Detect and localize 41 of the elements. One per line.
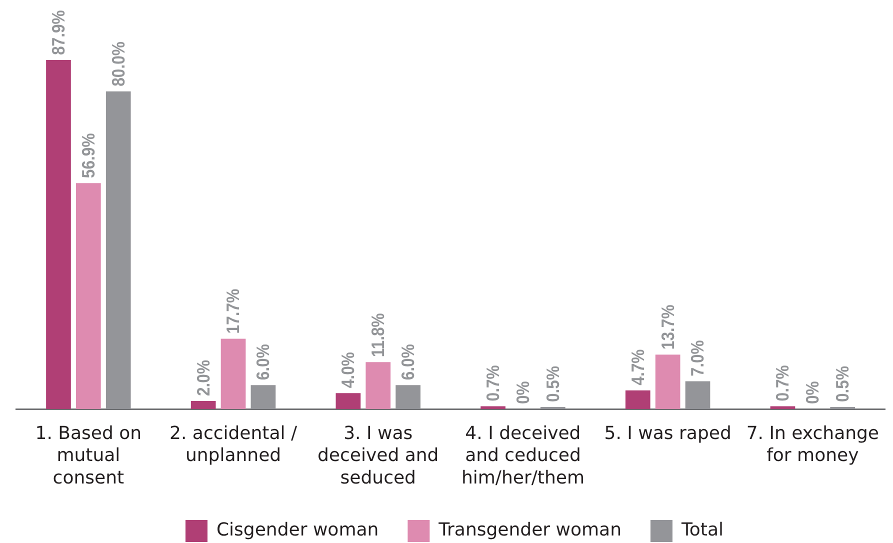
data-label: 0% bbox=[513, 381, 534, 404]
legend-label: Cisgender woman bbox=[216, 520, 379, 541]
bar bbox=[220, 338, 246, 409]
data-label: 13.7% bbox=[658, 304, 678, 350]
legend-label: Total bbox=[680, 520, 724, 541]
bar bbox=[655, 354, 680, 409]
data-label: 4.0% bbox=[338, 352, 358, 388]
bar bbox=[480, 406, 506, 409]
data-label: 87.9% bbox=[48, 10, 69, 55]
data-label: 0.5% bbox=[832, 366, 853, 402]
bar bbox=[250, 385, 276, 409]
data-label: 0.5% bbox=[542, 366, 564, 402]
bar bbox=[770, 406, 796, 409]
x-tick-label: 1. Based on mutual consent bbox=[35, 422, 142, 488]
data-label: 0.7% bbox=[483, 365, 504, 402]
x-tick-label: 7. In exchange for money bbox=[746, 422, 879, 466]
bar bbox=[190, 401, 216, 409]
data-label: 0% bbox=[802, 381, 823, 404]
bar bbox=[396, 385, 420, 409]
bar bbox=[76, 183, 101, 409]
data-label: 80.0% bbox=[108, 41, 129, 86]
bar bbox=[106, 91, 131, 409]
legend-label: Transgender woman bbox=[438, 520, 622, 541]
data-label: 56.9% bbox=[78, 133, 99, 178]
bar bbox=[46, 60, 71, 409]
bar bbox=[685, 381, 710, 409]
data-label: 0.7% bbox=[772, 365, 793, 402]
data-label: 6.0% bbox=[253, 344, 274, 380]
bar bbox=[366, 362, 391, 409]
data-label: 6.0% bbox=[398, 344, 418, 380]
data-label: 4.7% bbox=[628, 349, 648, 386]
x-tick-label: 5. I was raped bbox=[604, 422, 732, 444]
data-label: 7.0% bbox=[688, 340, 708, 376]
data-label: 2.0% bbox=[193, 360, 214, 396]
bar bbox=[336, 393, 361, 409]
x-tick-label: 4. I deceived and ceduced him/her/them bbox=[461, 422, 584, 488]
x-tick-label: 2. accidental / unplanned bbox=[170, 422, 298, 466]
data-label: 17.7% bbox=[223, 288, 244, 334]
data-label: 11.8% bbox=[368, 313, 388, 358]
x-tick-label: 3. I was deceived and seduced bbox=[318, 422, 439, 488]
bar bbox=[625, 390, 650, 409]
